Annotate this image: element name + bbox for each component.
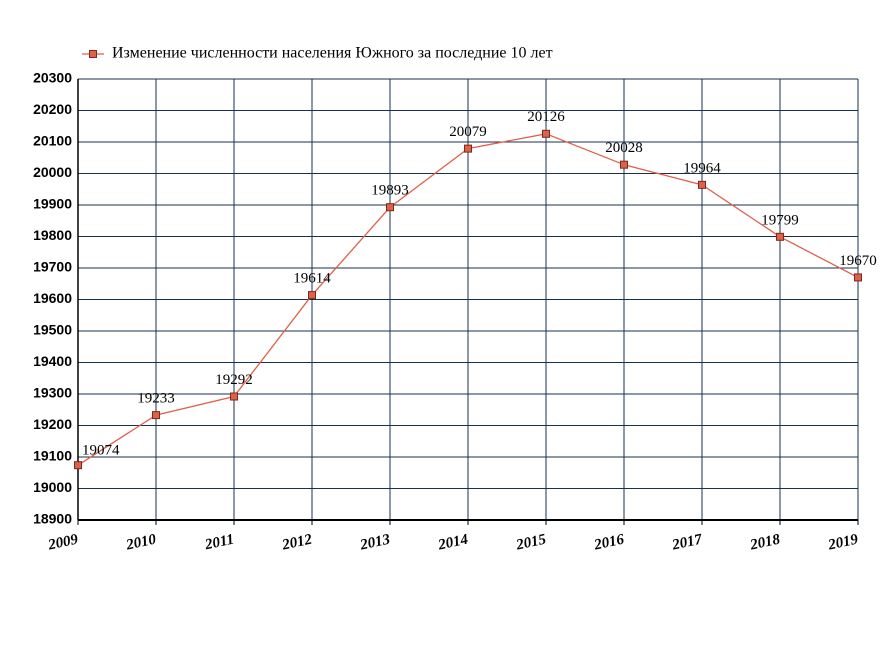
point-marker <box>776 232 784 241</box>
y-tick-label: 19800 <box>33 227 72 243</box>
x-tick-label: 2016 <box>592 532 626 554</box>
point-marker <box>854 273 862 282</box>
data-label: 19799 <box>761 212 799 228</box>
point-marker <box>620 160 628 169</box>
x-tick-label: 2017 <box>670 532 704 554</box>
point-marker <box>542 129 550 138</box>
data-label: 19233 <box>137 391 175 407</box>
x-tick-label: 2014 <box>436 532 470 554</box>
y-tick-label: 20200 <box>33 101 72 117</box>
data-label: 20126 <box>527 109 565 125</box>
data-label: 20079 <box>449 124 487 140</box>
x-tick-label: 2019 <box>826 532 860 554</box>
point-marker <box>152 411 160 420</box>
y-tick-label: 19300 <box>33 385 72 401</box>
y-tick-label: 20000 <box>33 164 72 180</box>
data-label: 19670 <box>839 253 877 269</box>
point-marker <box>464 144 472 153</box>
data-label: 19964 <box>683 160 721 176</box>
point-marker <box>230 392 238 401</box>
y-tick-label: 19100 <box>33 448 72 464</box>
y-tick-label: 20300 <box>33 70 72 86</box>
point-marker <box>698 180 706 189</box>
data-label: 19614 <box>293 271 331 287</box>
y-tick-label: 19500 <box>33 322 72 338</box>
x-tick-label: 2009 <box>46 532 80 554</box>
x-tick-label: 2018 <box>748 532 782 554</box>
y-tick-label: 19700 <box>33 259 72 275</box>
x-tick-label: 2010 <box>124 532 158 554</box>
data-label: 19074 <box>82 443 120 459</box>
y-tick-label: 19000 <box>33 479 72 495</box>
y-tick-label: 18900 <box>33 511 72 527</box>
y-tick-label: 19200 <box>33 416 72 432</box>
point-marker <box>74 461 82 470</box>
data-label: 19893 <box>371 183 409 199</box>
x-tick-label: 2011 <box>203 532 236 554</box>
point-marker <box>308 291 316 300</box>
point-marker <box>386 203 394 212</box>
y-tick-label: 20100 <box>33 133 72 149</box>
legend-label: Изменение численности населения Южного з… <box>112 45 553 62</box>
legend-marker <box>89 50 97 58</box>
y-tick-label: 19900 <box>33 196 72 212</box>
data-label: 19292 <box>215 372 253 388</box>
x-tick-label: 2015 <box>514 532 548 554</box>
x-tick-label: 2013 <box>358 532 392 554</box>
y-tick-label: 19400 <box>33 353 72 369</box>
x-tick-label: 2012 <box>280 532 314 554</box>
y-tick-label: 19600 <box>33 290 72 306</box>
data-label: 20028 <box>605 140 643 156</box>
